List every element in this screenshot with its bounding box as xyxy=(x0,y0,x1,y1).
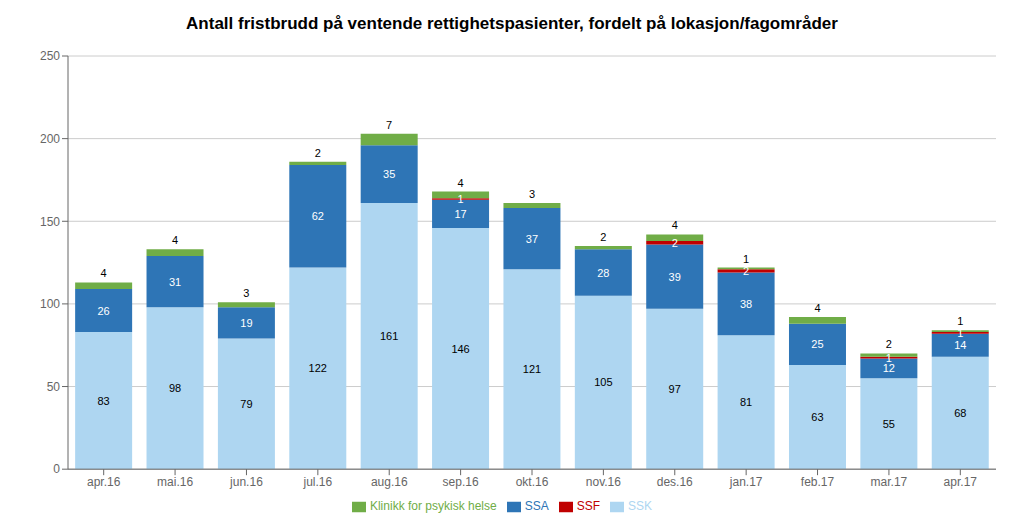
svg-text:jan.17: jan.17 xyxy=(729,475,763,489)
svg-text:25: 25 xyxy=(811,338,823,350)
svg-text:55: 55 xyxy=(883,418,895,430)
svg-text:des.16: des.16 xyxy=(657,475,693,489)
svg-text:50: 50 xyxy=(47,380,61,394)
svg-text:68: 68 xyxy=(954,407,966,419)
svg-text:200: 200 xyxy=(40,132,60,146)
svg-text:apr.17: apr.17 xyxy=(944,475,978,489)
svg-text:100: 100 xyxy=(40,297,60,311)
svg-text:2: 2 xyxy=(672,237,678,249)
svg-text:38: 38 xyxy=(740,298,752,310)
svg-text:feb.17: feb.17 xyxy=(801,475,835,489)
svg-text:39: 39 xyxy=(669,271,681,283)
svg-text:98: 98 xyxy=(169,382,181,394)
svg-text:79: 79 xyxy=(240,398,252,410)
svg-text:146: 146 xyxy=(451,343,469,355)
svg-text:17: 17 xyxy=(454,208,466,220)
svg-text:97: 97 xyxy=(669,383,681,395)
html-text:SSA: SSA xyxy=(524,499,549,514)
svg-text:2: 2 xyxy=(743,265,749,277)
svg-text:1: 1 xyxy=(957,315,963,327)
svg-text:jul.16: jul.16 xyxy=(303,475,333,489)
svg-text:28: 28 xyxy=(597,267,609,279)
svg-text:122: 122 xyxy=(309,362,327,374)
svg-text:4: 4 xyxy=(172,234,178,246)
svg-text:31: 31 xyxy=(169,276,181,288)
svg-text:4: 4 xyxy=(457,177,463,189)
svg-text:7: 7 xyxy=(386,119,392,131)
svg-text:jun.16: jun.16 xyxy=(229,475,263,489)
svg-text:37: 37 xyxy=(526,233,538,245)
svg-text:150: 150 xyxy=(40,215,60,229)
svg-text:2: 2 xyxy=(600,231,606,243)
svg-text:1: 1 xyxy=(743,253,749,265)
svg-text:14: 14 xyxy=(954,339,966,351)
svg-text:3: 3 xyxy=(529,188,535,200)
svg-text:26: 26 xyxy=(98,305,110,317)
html-text:Klinikk for psykisk helse: Klinikk for psykisk helse xyxy=(370,499,497,514)
html-text:SSF: SSF xyxy=(576,499,600,514)
svg-text:3: 3 xyxy=(243,287,249,299)
html-text:Antall fristbrudd på ventende: Antall fristbrudd på ventende rettighets… xyxy=(186,14,838,33)
svg-text:2: 2 xyxy=(315,147,321,159)
svg-text:apr.16: apr.16 xyxy=(87,475,121,489)
svg-text:62: 62 xyxy=(312,210,324,222)
svg-text:0: 0 xyxy=(53,462,60,476)
svg-text:sep.16: sep.16 xyxy=(443,475,479,489)
svg-text:19: 19 xyxy=(240,317,252,329)
svg-text:mai.16: mai.16 xyxy=(157,475,193,489)
svg-text:121: 121 xyxy=(523,363,541,375)
svg-text:63: 63 xyxy=(811,411,823,423)
svg-text:4: 4 xyxy=(101,267,107,279)
svg-text:1: 1 xyxy=(886,352,892,364)
svg-text:aug.16: aug.16 xyxy=(371,475,408,489)
svg-text:12: 12 xyxy=(883,362,895,374)
svg-text:1: 1 xyxy=(457,193,463,205)
svg-text:105: 105 xyxy=(594,376,612,388)
svg-text:161: 161 xyxy=(380,330,398,342)
svg-text:81: 81 xyxy=(740,396,752,408)
html-text:SSK: SSK xyxy=(628,499,652,514)
svg-text:1: 1 xyxy=(957,327,963,339)
svg-text:mar.17: mar.17 xyxy=(871,475,908,489)
svg-text:2: 2 xyxy=(886,338,892,350)
svg-text:nov.16: nov.16 xyxy=(586,475,621,489)
svg-text:okt.16: okt.16 xyxy=(516,475,549,489)
svg-text:83: 83 xyxy=(98,395,110,407)
svg-text:250: 250 xyxy=(40,49,60,63)
svg-text:4: 4 xyxy=(672,219,678,231)
svg-text:35: 35 xyxy=(383,168,395,180)
svg-text:4: 4 xyxy=(814,302,820,314)
